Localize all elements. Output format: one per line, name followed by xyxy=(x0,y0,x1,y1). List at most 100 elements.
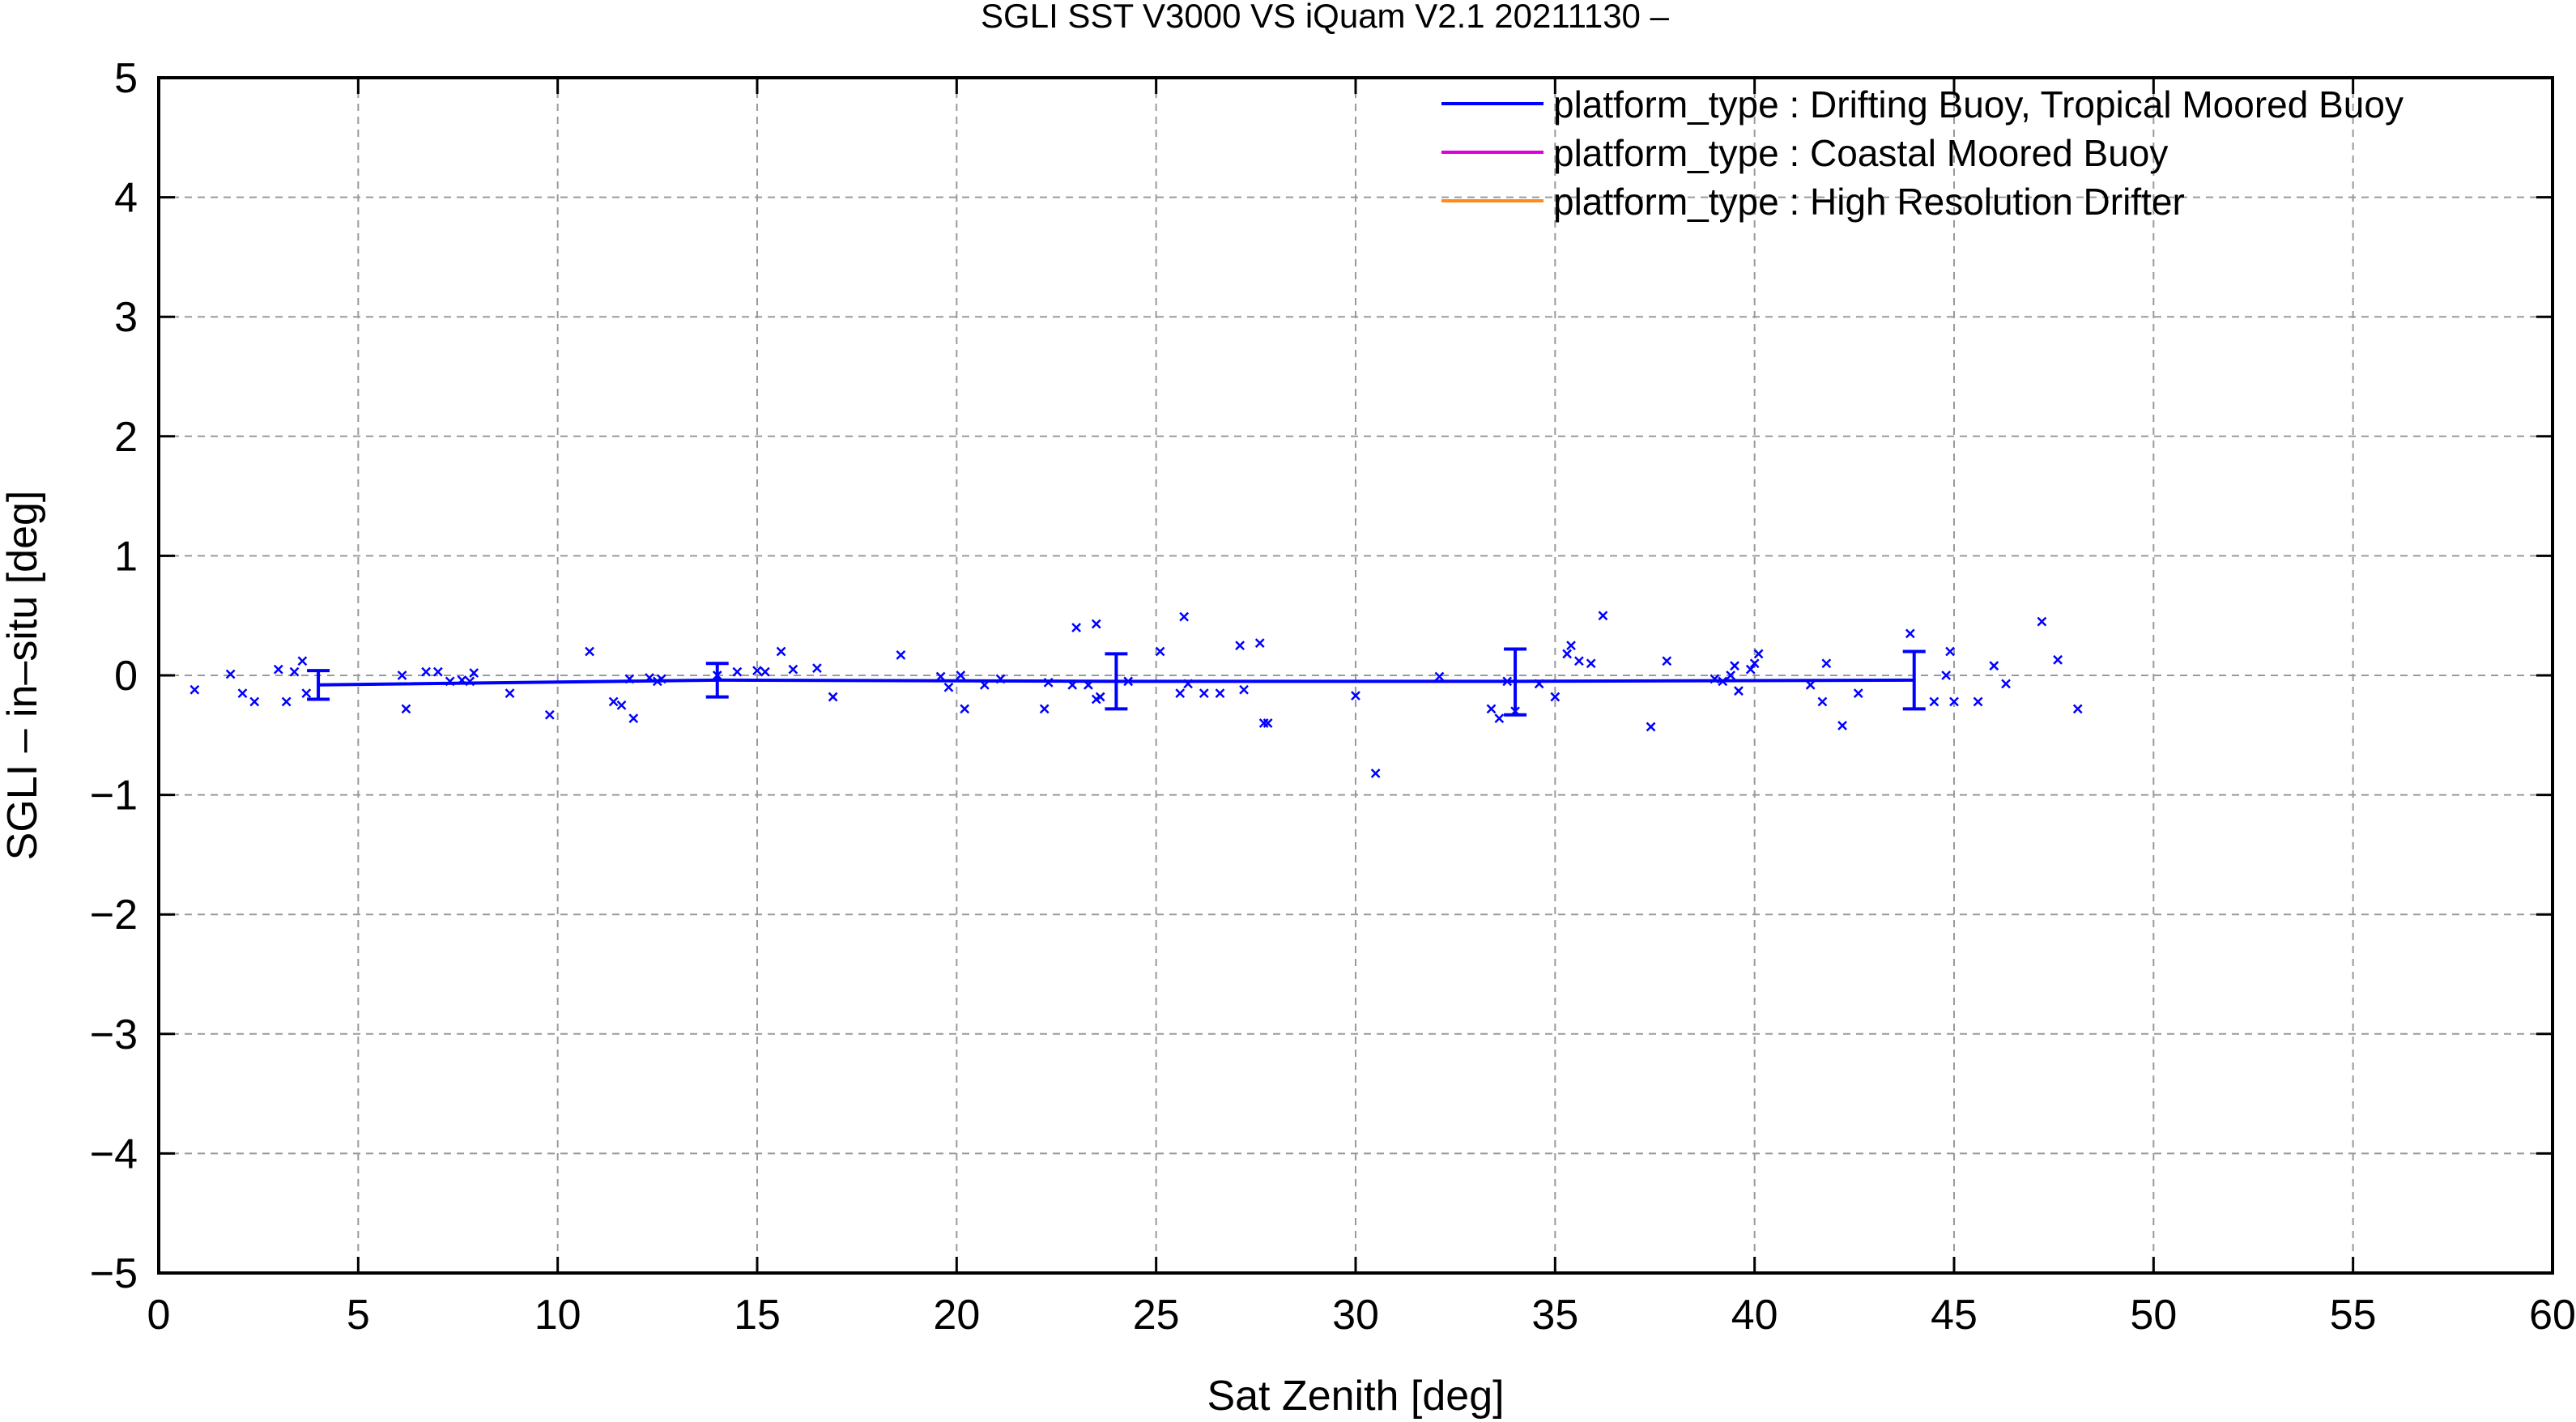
data-point xyxy=(1199,688,1209,699)
x-tick-labels: 0 5 10 15 20 25 30 35 40 45 50 55 60 xyxy=(147,1292,2576,1339)
data-point xyxy=(1534,679,1544,689)
data-point xyxy=(1494,713,1505,724)
data-point xyxy=(896,650,906,660)
data-point xyxy=(1043,677,1054,688)
data-point xyxy=(732,666,743,677)
data-point xyxy=(943,682,954,692)
data-point xyxy=(432,666,443,677)
data-point xyxy=(656,674,666,684)
data-point xyxy=(297,656,308,666)
chart-title: SGLI SST V3000 VS iQuam V2.1 20211130 – xyxy=(981,0,1670,35)
data-point xyxy=(1434,671,1445,682)
data-point xyxy=(960,704,970,714)
data-point xyxy=(788,664,798,675)
data-point xyxy=(1215,688,1225,699)
data-point xyxy=(465,676,475,687)
data-point xyxy=(1039,704,1050,714)
data-point xyxy=(421,666,431,677)
legend: platform_type : Drifting Buoy, Tropical … xyxy=(1441,83,2404,223)
data-point xyxy=(1853,688,1863,699)
x-tick-label: 40 xyxy=(1731,1292,1778,1339)
data-point xyxy=(1753,649,1764,659)
data-point xyxy=(1123,676,1134,687)
data-point xyxy=(1235,641,1245,650)
data-point xyxy=(249,696,260,707)
x-tick-label: 0 xyxy=(147,1292,171,1339)
data-point xyxy=(1183,679,1193,689)
x-tick-label: 10 xyxy=(534,1292,581,1339)
grid xyxy=(159,78,2553,1273)
data-point xyxy=(712,671,722,680)
axis-ticks xyxy=(157,76,2554,1275)
y-tick-label: 4 xyxy=(114,175,138,222)
legend-label: platform_type : Coastal Moored Buoy xyxy=(1553,132,2168,174)
data-point xyxy=(1175,688,1186,699)
data-point xyxy=(237,688,248,699)
data-point xyxy=(1598,611,1608,621)
data-point xyxy=(1562,649,1572,659)
data-point xyxy=(1486,704,1497,714)
data-point xyxy=(1805,679,1816,690)
data-point xyxy=(1989,661,1999,671)
y-tick-label: −2 xyxy=(90,892,138,939)
legend-entry: platform_type : Drifting Buoy, Tropical … xyxy=(1441,83,2404,126)
data-point xyxy=(1726,671,1735,680)
data-point xyxy=(2072,704,2083,714)
x-tick-label: 50 xyxy=(2130,1292,2177,1339)
data-point xyxy=(1929,696,1939,707)
data-point xyxy=(1239,684,1249,695)
data-point xyxy=(544,709,555,720)
legend-label: platform_type : High Resolution Drifter xyxy=(1553,181,2185,223)
data-point xyxy=(1067,679,1078,690)
data-point xyxy=(401,704,411,714)
data-point xyxy=(1734,686,1744,696)
data-point xyxy=(812,663,822,674)
data-point xyxy=(1071,623,1082,632)
data-point xyxy=(1973,696,1983,707)
x-tick-label: 55 xyxy=(2330,1292,2377,1339)
mean-line-group xyxy=(307,647,1926,717)
data-point xyxy=(469,668,479,678)
y-tick-label: 1 xyxy=(114,533,138,580)
y-tick-label: 3 xyxy=(114,294,138,341)
x-tick-label: 5 xyxy=(347,1292,370,1339)
data-point xyxy=(1155,646,1165,657)
legend-entry: platform_type : Coastal Moored Buoy xyxy=(1441,132,2168,174)
error-bar xyxy=(307,669,330,701)
data-point xyxy=(1749,658,1760,669)
data-point xyxy=(1745,664,1756,675)
x-tick-label: 30 xyxy=(1332,1292,1379,1339)
data-point xyxy=(1662,656,1672,666)
data-point xyxy=(1550,692,1561,702)
data-point xyxy=(760,666,770,677)
data-point xyxy=(225,669,236,679)
error-bar xyxy=(1902,649,1926,711)
error-bar xyxy=(1105,652,1128,711)
y-tick-label: −4 xyxy=(90,1130,138,1177)
x-tick-label: 60 xyxy=(2529,1292,2576,1339)
data-point xyxy=(281,696,292,707)
data-point xyxy=(1730,661,1739,671)
data-point xyxy=(828,692,838,702)
data-point xyxy=(1351,691,1360,700)
y-tick-label: 5 xyxy=(114,55,138,102)
data-point xyxy=(1179,611,1190,622)
data-point xyxy=(1502,676,1513,687)
data-point xyxy=(1646,722,1656,732)
data-point xyxy=(397,671,407,680)
data-point xyxy=(1905,628,1915,639)
data-point xyxy=(1949,696,1959,707)
y-tick-label: 2 xyxy=(114,414,138,461)
error-bar xyxy=(705,662,729,699)
y-axis-label: SGLI – in–situ [deg] xyxy=(0,491,46,861)
data-point xyxy=(616,700,627,710)
data-point xyxy=(457,675,467,685)
legend-label: platform_type : Drifting Buoy, Tropical … xyxy=(1553,83,2404,126)
data-point xyxy=(1941,671,1952,680)
y-tick-label: −1 xyxy=(90,773,138,820)
data-point xyxy=(189,684,200,695)
data-point xyxy=(1095,692,1105,702)
data-point xyxy=(2001,679,2011,689)
data-point xyxy=(2037,616,2047,627)
